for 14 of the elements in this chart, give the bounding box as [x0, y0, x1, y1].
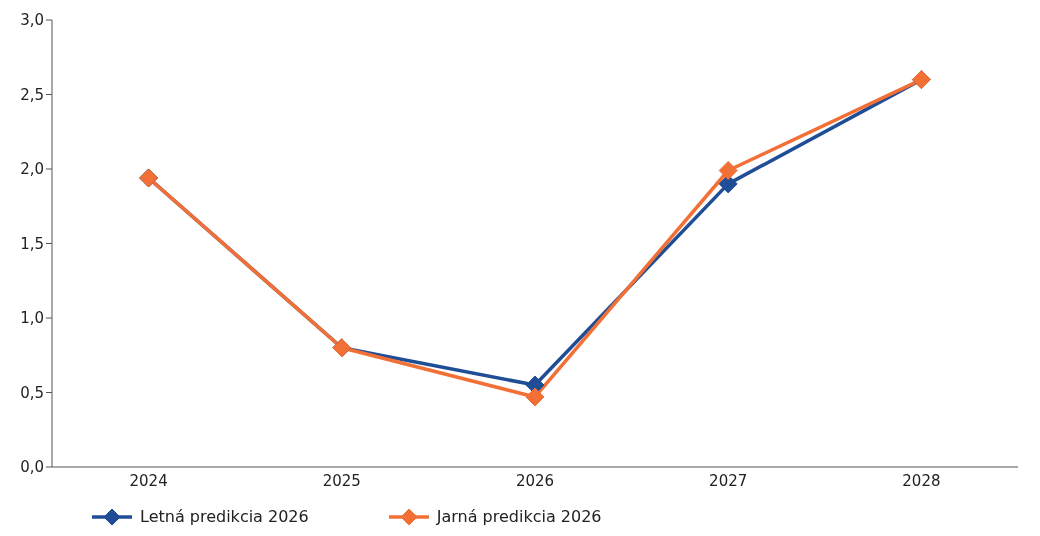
x-tick-label: 2027 [709, 471, 748, 490]
x-tick-label: 2025 [322, 471, 361, 490]
y-tick-label: 1,5 [20, 234, 44, 253]
x-tick-label: 2026 [515, 471, 555, 490]
y-tick-label: 2,0 [20, 160, 44, 179]
y-tick-label: 1,0 [20, 309, 44, 328]
legend-label: Letná predikcia 2026 [140, 507, 309, 526]
legend-label: Jarná predikcia 2026 [436, 507, 602, 526]
y-tick-label: 2,5 [20, 85, 44, 104]
y-tick-label: 3,0 [20, 11, 44, 30]
y-tick-label: 0,0 [20, 458, 44, 477]
x-tick-label: 2024 [129, 471, 168, 490]
y-tick-label: 0,5 [20, 383, 44, 402]
x-tick-label: 2028 [902, 471, 941, 490]
